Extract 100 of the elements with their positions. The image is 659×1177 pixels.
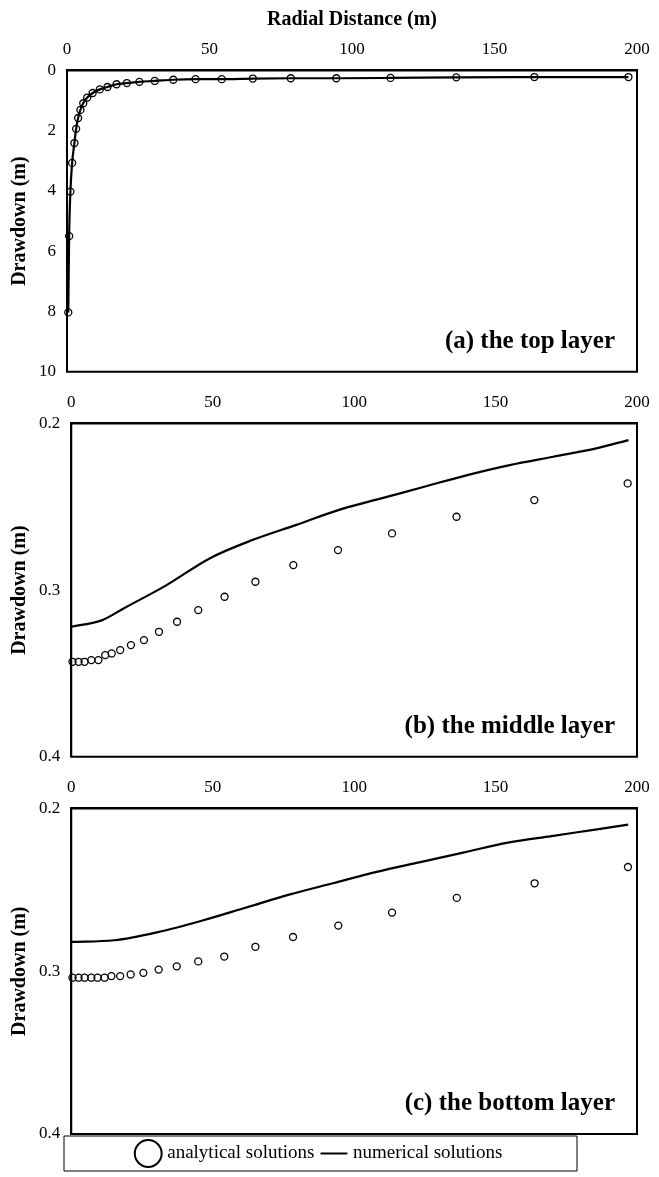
annotation: (b) the middle layer xyxy=(404,710,615,739)
point xyxy=(248,74,257,83)
y-tick-label: 0.4 xyxy=(39,746,61,766)
point xyxy=(217,74,226,84)
y-axis-title: Drawdown (m) xyxy=(7,525,31,655)
point xyxy=(154,965,163,974)
point xyxy=(286,74,295,83)
point xyxy=(70,138,79,148)
point xyxy=(116,971,125,981)
point xyxy=(333,545,343,555)
y-axis-title: Drawdown (m) xyxy=(7,906,31,1036)
point xyxy=(87,973,96,982)
x-tick-label: 100 xyxy=(339,38,365,58)
point xyxy=(126,970,135,979)
x-tick-label: 150 xyxy=(482,776,509,796)
point xyxy=(126,640,136,650)
point xyxy=(100,973,109,982)
x-tick-label: 200 xyxy=(624,776,650,796)
point xyxy=(67,158,77,168)
point xyxy=(154,627,164,636)
y-tick-label: 2 xyxy=(47,120,56,140)
point xyxy=(112,80,121,89)
point xyxy=(94,655,103,665)
point xyxy=(80,657,89,666)
point xyxy=(122,78,131,88)
x-tick-label: 50 xyxy=(204,391,222,411)
y-tick-label: 0.4 xyxy=(39,1123,61,1143)
annotation: (a) the top layer xyxy=(444,325,615,354)
point xyxy=(79,99,88,108)
point xyxy=(139,968,148,977)
x-tick-label: 100 xyxy=(341,776,367,796)
point xyxy=(624,72,633,82)
point xyxy=(87,655,96,665)
point xyxy=(68,973,77,982)
point xyxy=(251,577,260,586)
point xyxy=(73,113,83,123)
point xyxy=(220,952,229,961)
point xyxy=(623,479,632,488)
y-tick-label: 0.3 xyxy=(39,579,61,599)
point xyxy=(139,635,149,645)
point xyxy=(135,77,144,86)
point xyxy=(623,862,633,872)
point xyxy=(107,971,116,981)
legend-label: numerical solutions xyxy=(352,1141,503,1163)
point xyxy=(387,529,397,538)
point xyxy=(289,560,298,570)
y-tick-label: 0.3 xyxy=(39,960,61,980)
point xyxy=(74,973,83,982)
point xyxy=(530,495,539,505)
point xyxy=(194,957,203,966)
y-axis-title: Drawdown (m) xyxy=(7,156,31,286)
point xyxy=(93,973,102,982)
y-tick-label: 0.2 xyxy=(39,412,61,432)
point xyxy=(530,72,539,82)
point xyxy=(191,74,200,84)
x-tick-label: 150 xyxy=(481,38,508,58)
point xyxy=(452,512,461,521)
x-tick-label: 200 xyxy=(624,38,650,58)
point xyxy=(220,592,229,601)
point xyxy=(76,105,85,115)
point xyxy=(288,932,298,942)
point xyxy=(101,650,110,660)
point xyxy=(88,88,97,98)
point xyxy=(251,942,260,951)
x-tick-label: 0 xyxy=(67,776,76,796)
point xyxy=(334,921,343,930)
x-tick-label: 100 xyxy=(341,391,367,411)
point xyxy=(386,73,395,83)
point xyxy=(74,657,83,666)
x-tick-label: 50 xyxy=(204,776,222,796)
point xyxy=(530,879,539,888)
point xyxy=(68,657,77,666)
y-tick-label: 8 xyxy=(47,300,56,320)
point xyxy=(172,962,181,971)
point xyxy=(150,76,159,86)
point xyxy=(452,893,461,903)
point xyxy=(387,908,397,917)
x-tick-label: 0 xyxy=(67,391,76,411)
point xyxy=(95,85,104,94)
x-tick-label: 200 xyxy=(624,391,650,411)
x-axis-title: Radial Distance (m) xyxy=(267,7,437,31)
y-tick-label: 4 xyxy=(47,180,57,200)
y-tick-label: 0.2 xyxy=(39,797,61,817)
y-tick-label: 10 xyxy=(39,361,56,381)
point xyxy=(83,93,92,102)
x-tick-label: 150 xyxy=(482,391,509,411)
point xyxy=(116,645,125,655)
y-tick-label: 6 xyxy=(47,240,56,260)
legend-label: analytical solutions xyxy=(167,1141,315,1163)
point xyxy=(103,82,112,92)
point xyxy=(172,617,182,626)
point xyxy=(80,973,89,982)
point xyxy=(107,649,116,658)
point xyxy=(452,73,461,82)
point xyxy=(194,605,203,615)
point xyxy=(71,124,81,134)
x-tick-label: 50 xyxy=(201,38,218,58)
point xyxy=(64,308,73,317)
point xyxy=(332,74,341,83)
annotation: (c) the bottom layer xyxy=(404,1087,615,1116)
